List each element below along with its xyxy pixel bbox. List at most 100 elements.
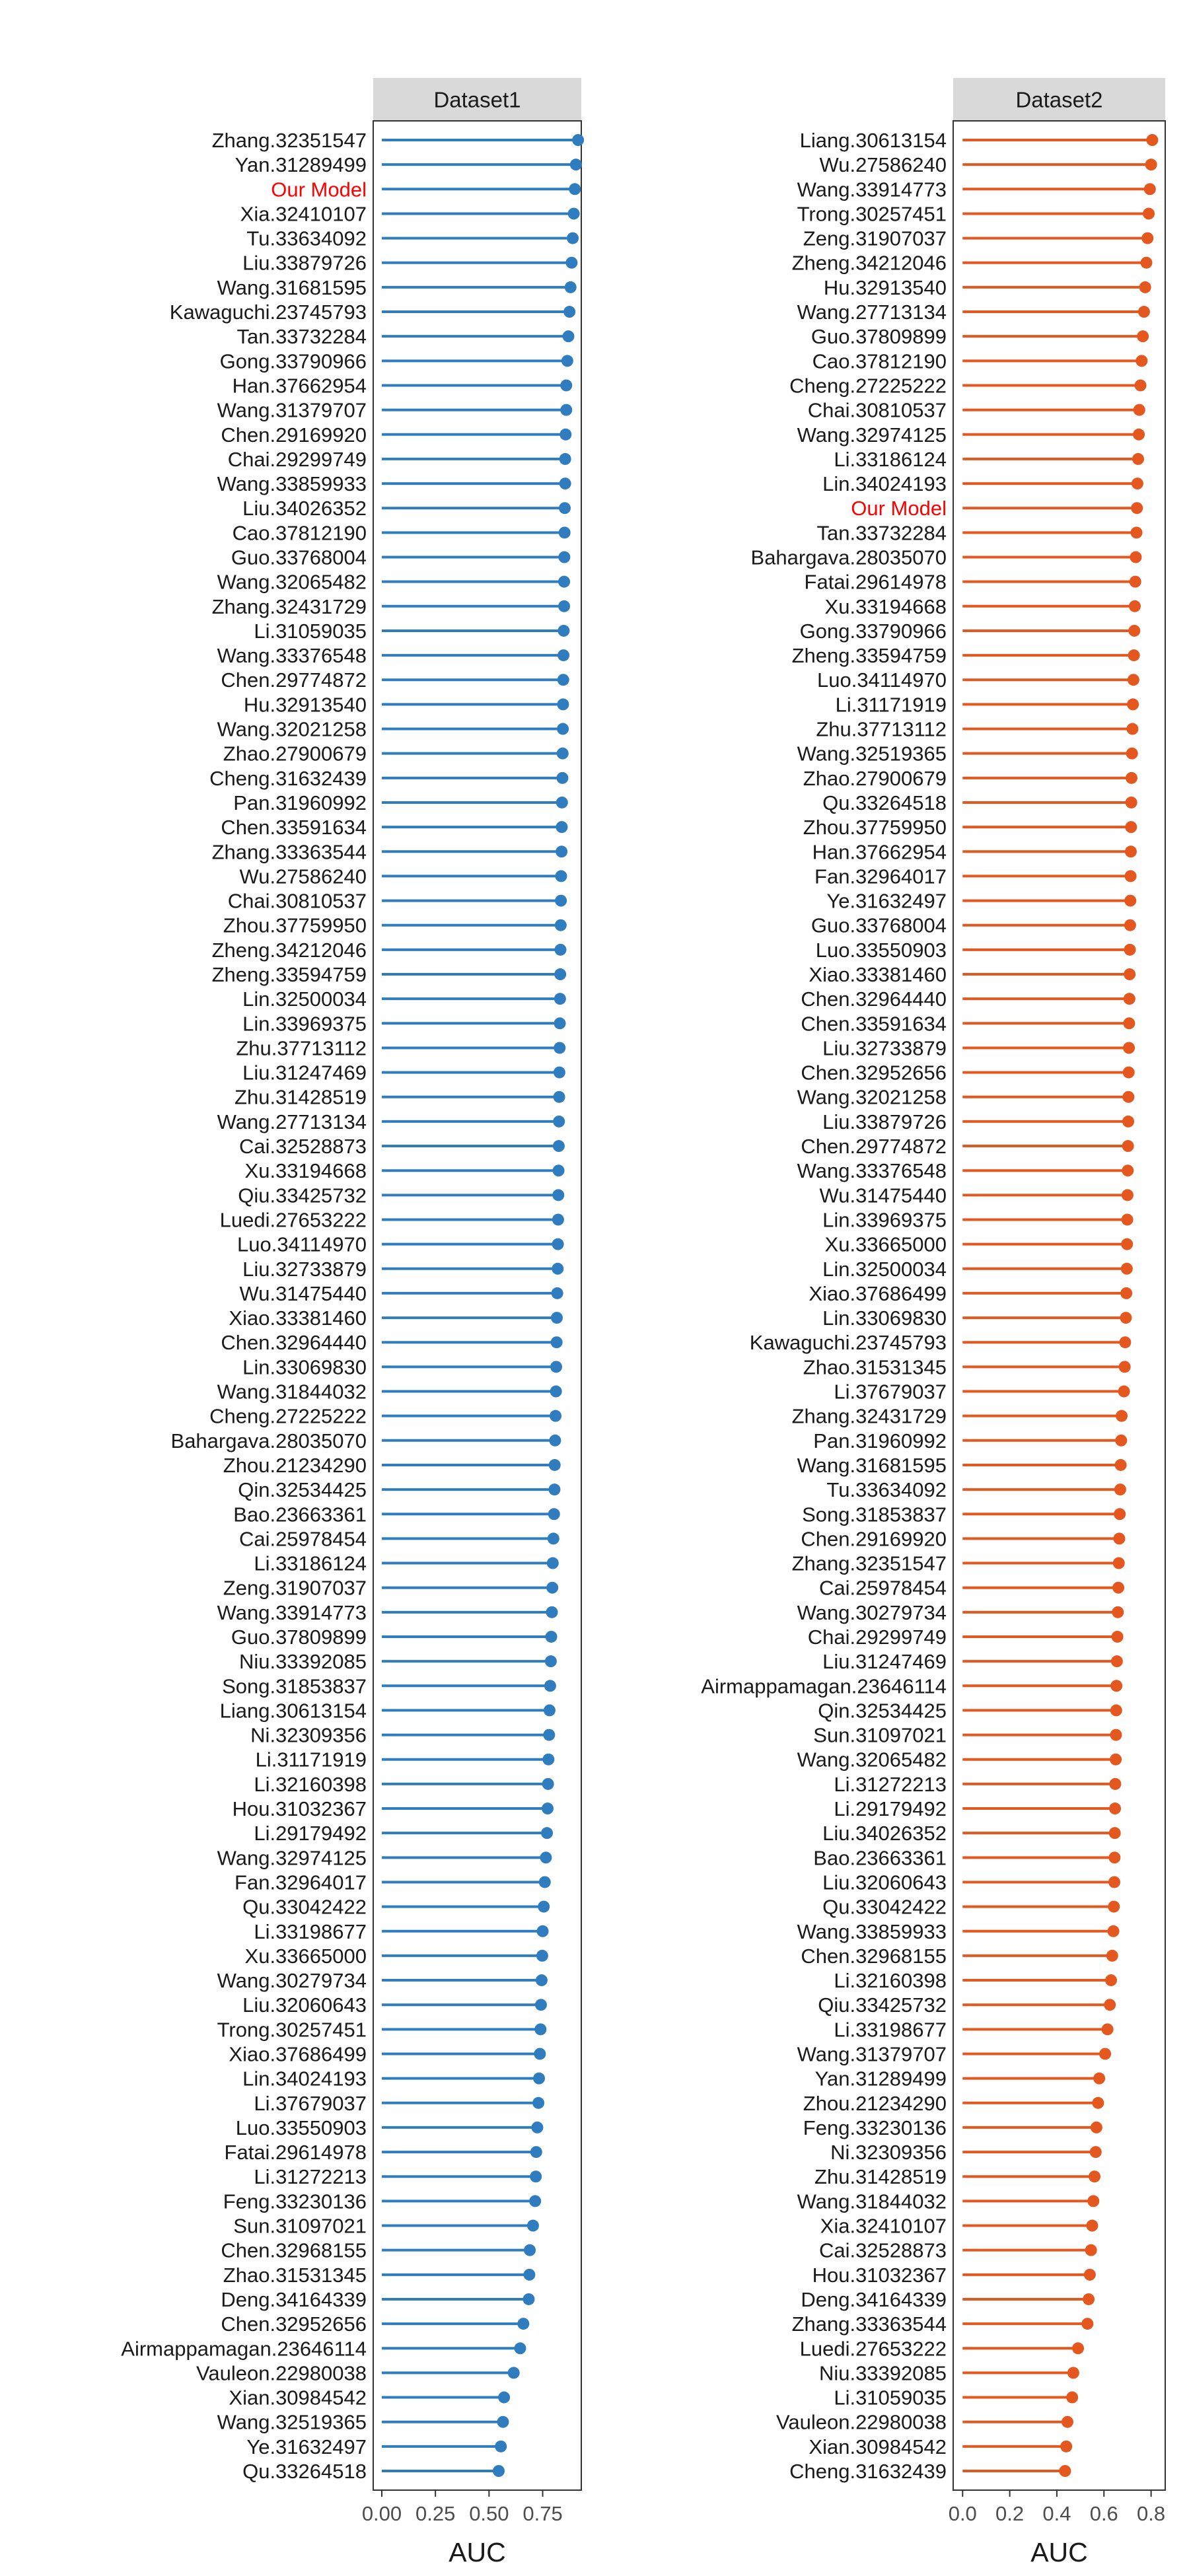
lollipop-point <box>552 1213 564 1226</box>
lollipop-point <box>551 1287 563 1299</box>
lollipop-point <box>546 1557 559 1569</box>
category-label: Feng.33230136 <box>803 2116 947 2139</box>
x-tick-label: 0.6 <box>1090 2502 1118 2525</box>
lollipop-point <box>545 1630 558 1643</box>
panel-title: Dataset2 <box>1015 88 1102 112</box>
lollipop-point <box>1119 1336 1132 1349</box>
category-label: Li.32160398 <box>254 1773 367 1796</box>
category-label: Bao.23663361 <box>233 1503 367 1526</box>
lollipop-point <box>1125 821 1137 834</box>
category-label: Cai.32528873 <box>819 2239 947 2262</box>
category-label: Chai.30810537 <box>808 399 947 422</box>
panel-strip <box>373 78 581 121</box>
x-tick-label: 0.75 <box>522 2502 562 2525</box>
lollipop-point <box>1121 1238 1134 1250</box>
lollipop-point <box>495 2440 507 2452</box>
lollipop-point <box>497 2415 509 2428</box>
category-label: Zhou.37759950 <box>803 816 947 839</box>
category-label: Li.31171919 <box>836 693 947 716</box>
category-label: Xia.32410107 <box>820 2215 947 2238</box>
category-label: Li.33198677 <box>254 1920 367 1943</box>
category-label: Wang.30279734 <box>797 1601 947 1624</box>
lollipop-point <box>1104 1999 1116 2011</box>
lollipop-point <box>547 1532 559 1545</box>
lollipop-point <box>492 2465 505 2477</box>
lollipop-point <box>558 526 571 539</box>
category-label: Xu.33665000 <box>825 1233 947 1256</box>
lollipop-point <box>1128 649 1140 662</box>
lollipop-point <box>546 1581 559 1594</box>
category-label: Chen.32968155 <box>221 2239 367 2262</box>
lollipop-point <box>1124 870 1137 882</box>
category-label: Wang.31844032 <box>797 2190 947 2213</box>
lollipop-point <box>523 2268 536 2281</box>
lollipop-point <box>1133 404 1145 416</box>
lollipop-point <box>553 1066 565 1079</box>
category-label: Wang.33859933 <box>217 472 367 495</box>
lollipop-point <box>535 1974 548 1987</box>
lollipop-point <box>1115 1434 1128 1447</box>
lollipop-point <box>555 894 567 907</box>
lollipop-point <box>1072 2342 1085 2355</box>
category-label: Zheng.34212046 <box>212 939 367 962</box>
lollipop-point <box>522 2293 535 2305</box>
lollipop-point <box>1118 1361 1131 1373</box>
lollipop-point <box>530 2146 542 2159</box>
lollipop-point <box>556 821 568 834</box>
lollipop-point <box>559 428 572 441</box>
lollipop-point <box>549 1434 561 1447</box>
lollipop-point <box>536 1925 549 1937</box>
lollipop-point <box>1107 1925 1120 1937</box>
lollipop-point <box>554 943 567 956</box>
lollipop-point <box>1099 2048 1112 2060</box>
lollipop-point <box>1122 1164 1134 1177</box>
category-label: Li.31171919 <box>256 1748 367 1771</box>
lollipop-point <box>1110 1729 1122 1741</box>
lollipop-point <box>546 1606 558 1618</box>
lollipop-point <box>1118 1385 1130 1398</box>
lollipop-point <box>1086 2219 1099 2232</box>
category-label: Chen.29169920 <box>801 1527 947 1550</box>
category-label: Hu.32913540 <box>244 693 367 716</box>
category-label: Li.31059035 <box>834 2386 947 2410</box>
category-label: Li.29179492 <box>254 1822 367 1845</box>
x-tick-label: 0.00 <box>362 2502 402 2525</box>
category-label: Deng.34164339 <box>801 2288 947 2311</box>
category-label: Chen.32968155 <box>801 1945 947 1968</box>
lollipop-point <box>536 1949 548 1962</box>
category-label: Wang.32974125 <box>797 423 947 447</box>
category-label: Feng.33230136 <box>223 2190 367 2213</box>
lollipop-point <box>552 1164 565 1177</box>
category-label: Zhou.37759950 <box>223 914 367 937</box>
category-label: Zhang.32351547 <box>792 1552 947 1575</box>
category-label: Airmappamagan.23646114 <box>701 1674 947 1698</box>
category-label: Chai.30810537 <box>228 890 367 913</box>
category-label: Zeng.31907037 <box>803 227 947 250</box>
lollipop-point <box>556 771 569 784</box>
lollipop-point <box>563 306 576 318</box>
lollipop-point <box>559 452 571 465</box>
category-label: Xu.33665000 <box>245 1945 367 1968</box>
category-label: Tu.33634092 <box>246 227 367 250</box>
lollipop-point <box>558 551 571 563</box>
lollipop-point <box>552 1238 564 1250</box>
category-label: Wang.27713134 <box>797 301 947 324</box>
category-label: Bao.23663361 <box>813 1846 947 1869</box>
category-label: Liu.31247469 <box>822 1650 947 1673</box>
category-label: Niu.33392085 <box>819 2361 947 2384</box>
lollipop-point <box>507 2367 520 2379</box>
category-label: Wang.32519365 <box>217 2411 367 2434</box>
lollipop-point <box>550 1312 563 1324</box>
lollipop-point <box>540 1851 552 1864</box>
lollipop-point <box>1114 1458 1127 1471</box>
category-label: Lin.32500034 <box>242 987 367 1011</box>
lollipop-point <box>1124 968 1136 981</box>
lollipop-point <box>1110 1655 1123 1668</box>
category-label: Wang.33376548 <box>797 1159 947 1182</box>
category-label: Ye.31632497 <box>826 890 947 913</box>
category-label: Chen.33591634 <box>221 816 367 839</box>
category-label: Hou.31032367 <box>233 1797 367 1820</box>
category-label: Qu.33264518 <box>242 2460 367 2483</box>
x-axis-label: AUC <box>1030 2537 1088 2567</box>
lollipop-point <box>557 698 569 711</box>
